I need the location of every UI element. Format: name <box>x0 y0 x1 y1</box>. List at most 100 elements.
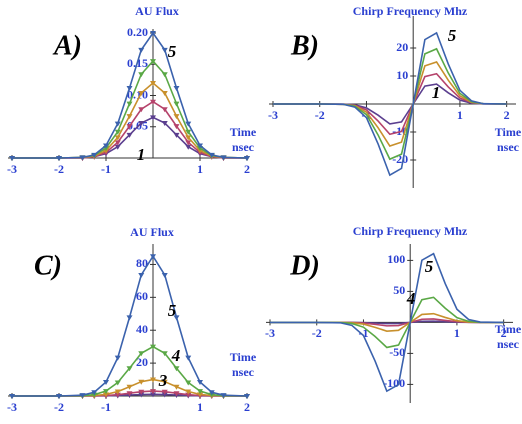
marker <box>173 132 180 138</box>
x-tick-label: -1 <box>358 326 368 340</box>
marker <box>185 355 192 361</box>
marker <box>79 393 86 399</box>
annotation: 5 <box>425 257 434 276</box>
x-tick-label: -3 <box>268 108 278 122</box>
x-tick-label: -2 <box>54 400 64 414</box>
panel-label: C) <box>34 250 62 281</box>
annotation: 5 <box>168 301 177 320</box>
marker <box>244 156 250 161</box>
marker <box>185 392 192 398</box>
marker <box>150 59 156 65</box>
annotation: 1 <box>137 145 146 164</box>
marker <box>56 394 62 399</box>
marker <box>126 315 133 321</box>
marker <box>173 124 180 130</box>
marker <box>150 377 156 383</box>
x-tick-label: -3 <box>265 326 275 340</box>
marker <box>185 389 192 395</box>
marker <box>150 392 156 398</box>
x-tick-label: -2 <box>312 326 322 340</box>
marker <box>197 380 203 386</box>
marker <box>185 135 192 141</box>
marker <box>197 389 203 395</box>
marker <box>208 152 215 158</box>
annotation: 4 <box>171 346 181 365</box>
marker <box>126 86 133 91</box>
marker <box>79 155 86 161</box>
marker <box>103 143 109 149</box>
y-tick-label: -100 <box>383 376 405 390</box>
marker <box>126 101 133 107</box>
marker <box>138 272 145 278</box>
y-tick-label: 60 <box>136 289 148 303</box>
marker <box>173 101 180 107</box>
marker <box>126 366 133 372</box>
y-tick-label: 50 <box>393 283 405 297</box>
marker <box>161 47 168 53</box>
marker <box>114 389 121 395</box>
marker <box>114 140 121 146</box>
x-tick-label: 1 <box>457 108 463 122</box>
marker <box>126 124 133 130</box>
marker <box>185 129 192 135</box>
series-line <box>270 296 504 349</box>
marker <box>138 121 145 126</box>
y-tick-label: 80 <box>136 256 148 270</box>
marker <box>173 86 180 91</box>
marker <box>161 379 168 385</box>
marker <box>244 394 250 399</box>
y-tick-label: -50 <box>389 345 405 359</box>
x-axis-label: Time <box>230 125 257 139</box>
x-axis-label: nsec <box>232 140 255 154</box>
x-tick-label: 1 <box>197 400 203 414</box>
marker <box>114 355 121 361</box>
marker <box>150 254 156 260</box>
x-tick-label: -2 <box>315 108 325 122</box>
marker <box>91 152 98 158</box>
marker <box>173 366 180 372</box>
x-tick-label: -1 <box>101 400 111 414</box>
x-axis-label: Time <box>230 350 257 364</box>
marker <box>114 380 121 386</box>
marker <box>185 380 192 386</box>
y-tick-label: 20 <box>396 40 408 54</box>
marker <box>173 384 180 390</box>
marker <box>150 389 156 395</box>
marker <box>150 31 156 36</box>
marker <box>173 315 180 321</box>
x-tick-label: 2 <box>244 400 250 414</box>
series-line <box>270 252 504 393</box>
series-line <box>12 31 248 159</box>
marker <box>138 47 145 53</box>
x-tick-label: 2 <box>244 162 250 176</box>
x-axis-label: nsec <box>497 140 520 154</box>
marker <box>103 380 109 386</box>
marker <box>91 390 98 396</box>
marker <box>138 91 145 96</box>
marker <box>185 140 192 146</box>
annotation: 5 <box>448 26 457 45</box>
marker <box>220 393 227 399</box>
chart-title: Chirp Frequency Mhz <box>353 4 468 18</box>
marker <box>197 392 203 398</box>
marker <box>103 389 109 395</box>
marker <box>150 115 156 121</box>
marker <box>114 135 121 141</box>
marker <box>138 389 145 395</box>
series-line <box>12 254 248 397</box>
marker <box>197 143 203 149</box>
marker <box>114 392 121 398</box>
chart-title: Chirp Frequency Mhz <box>353 224 468 238</box>
y-tick-label: 20 <box>136 355 148 369</box>
marker <box>220 155 227 161</box>
marker <box>138 107 145 113</box>
annotation: 3 <box>158 371 168 390</box>
panel-label: A) <box>52 30 82 61</box>
x-tick-label: 2 <box>504 108 510 122</box>
marker <box>138 392 145 398</box>
marker <box>173 391 180 397</box>
x-axis-label: Time <box>495 125 522 139</box>
y-tick-label: 0.20 <box>127 25 148 39</box>
marker <box>114 121 121 127</box>
